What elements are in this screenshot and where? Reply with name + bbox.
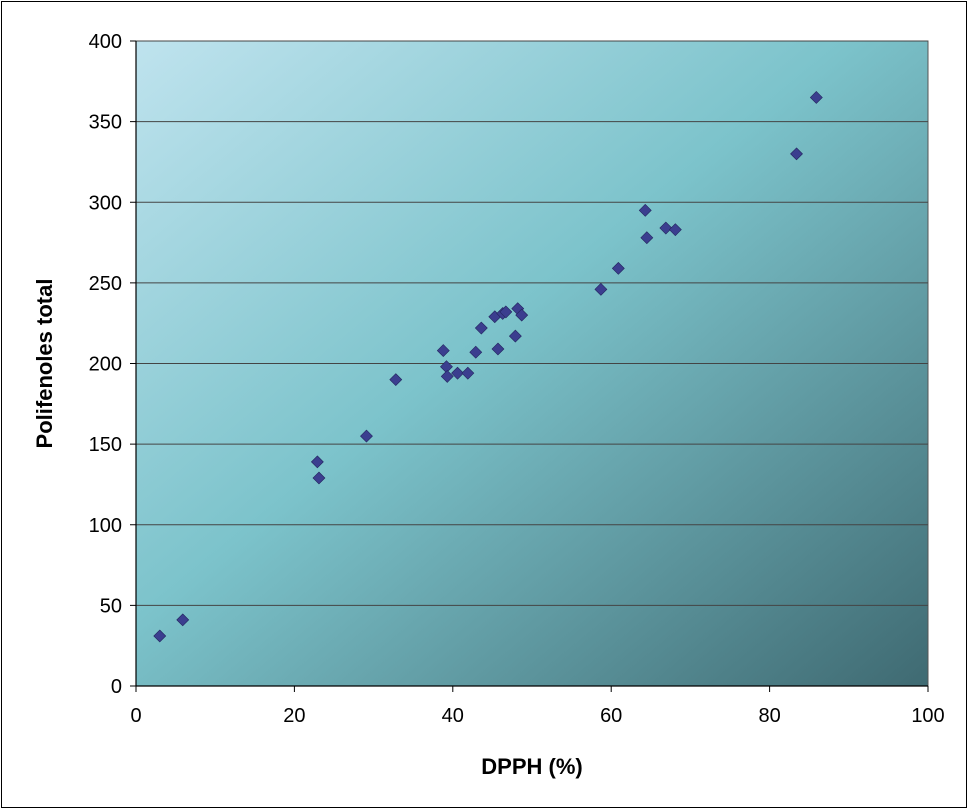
data-point xyxy=(310,455,324,469)
x-tick-label: 40 xyxy=(442,705,464,727)
data-point xyxy=(640,231,654,245)
data-point xyxy=(659,221,673,235)
y-tick-label: 300 xyxy=(89,192,122,214)
data-point xyxy=(469,345,483,359)
data-point xyxy=(809,91,823,104)
data-point xyxy=(499,305,513,319)
y-tick-label: 100 xyxy=(89,515,122,537)
axes xyxy=(130,40,929,692)
data-point xyxy=(491,342,505,356)
data-point xyxy=(153,629,167,643)
data-point xyxy=(312,471,326,485)
x-tick-labels: 0 20 40 60 80 100 xyxy=(130,705,944,727)
y-tick-labels: 0 50 100 150 200 250 300 350 400 xyxy=(89,31,122,698)
data-point xyxy=(461,366,475,380)
y-tick-label: 400 xyxy=(89,31,122,53)
data-point xyxy=(436,344,450,358)
data-point xyxy=(515,308,529,322)
y-tick-label: 350 xyxy=(89,112,122,134)
data-point xyxy=(440,369,454,383)
data-point xyxy=(790,147,803,161)
data-point xyxy=(638,203,652,217)
data-point xyxy=(668,223,682,237)
y-tick-label: 150 xyxy=(89,434,122,456)
data-point xyxy=(176,613,190,627)
x-tick-label: 80 xyxy=(758,705,780,727)
data-point xyxy=(360,429,373,443)
data-point xyxy=(474,321,488,335)
y-tick-label: 0 xyxy=(111,676,122,698)
y-tick-label: 50 xyxy=(100,595,122,617)
y-tick-label: 250 xyxy=(89,273,122,295)
data-points xyxy=(153,91,823,643)
y-tick-label: 200 xyxy=(89,354,122,376)
data-point xyxy=(389,373,403,387)
gridlines xyxy=(136,40,928,606)
x-tick-label: 100 xyxy=(911,705,944,727)
data-point xyxy=(451,366,464,380)
y-axis-title: Polifenoles total xyxy=(32,279,57,449)
data-point xyxy=(594,282,608,296)
data-point xyxy=(508,329,522,343)
x-tick-label: 0 xyxy=(130,705,141,727)
data-point xyxy=(611,261,625,275)
x-tick-label: 20 xyxy=(283,705,305,727)
x-tick-label: 60 xyxy=(600,705,622,727)
x-axis-title: DPPH (%) xyxy=(481,754,582,779)
